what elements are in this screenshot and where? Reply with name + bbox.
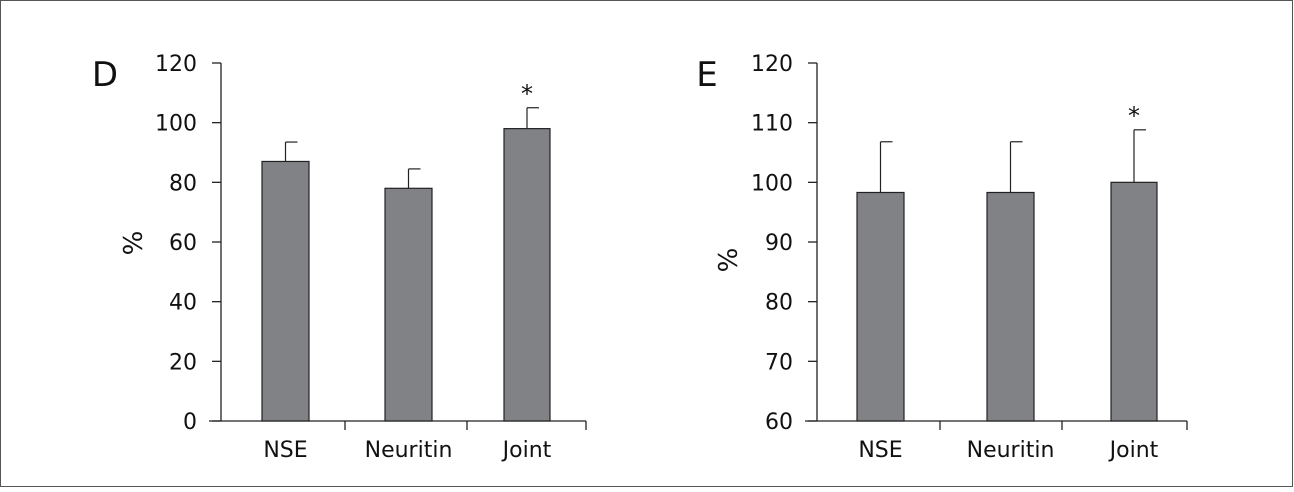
x-tick-label: Neuritin — [365, 438, 453, 463]
panel-label: D — [92, 55, 118, 95]
x-tick-label: Joint — [1108, 438, 1159, 463]
chart-e: E% 60 70 80 90 100 110 120 NSE Neuritin Joint * — [696, 52, 1188, 463]
y-tick-label: 60 — [765, 410, 793, 435]
bar — [503, 128, 551, 422]
y-tick-label: 80 — [765, 291, 793, 316]
y-tick-label: 110 — [751, 112, 793, 137]
chart-d: D% 0 20 40 60 80 100 120 NSE Neuritin Joint * — [92, 52, 587, 463]
y-tick-label: 90 — [765, 231, 793, 256]
y-tick-label: 60 — [169, 231, 197, 256]
y-tick-label: 40 — [169, 291, 197, 316]
y-tick-label: 100 — [155, 112, 197, 137]
y-tick-label: 0 — [183, 410, 197, 435]
y-axis-title: % — [119, 231, 149, 256]
significance-marker: * — [521, 80, 533, 108]
y-tick-label: 120 — [751, 52, 793, 77]
y-tick-label: 80 — [169, 171, 197, 196]
bar — [856, 191, 905, 422]
y-tick-label: 70 — [765, 350, 793, 375]
y-axis-title: % — [714, 248, 744, 273]
panel-label: E — [696, 55, 717, 95]
y-tick-label: 100 — [751, 171, 793, 196]
bar — [986, 191, 1035, 422]
bar — [1110, 181, 1158, 422]
bar — [384, 187, 433, 422]
y-tick-label: 120 — [155, 52, 197, 77]
bar — [261, 160, 310, 422]
y-tick-label: 20 — [169, 350, 197, 375]
x-tick-label: NSE — [263, 438, 307, 463]
x-tick-label: Joint — [501, 438, 552, 463]
x-tick-label: NSE — [858, 438, 902, 463]
significance-marker: * — [1128, 102, 1140, 130]
x-tick-label: Neuritin — [967, 438, 1055, 463]
